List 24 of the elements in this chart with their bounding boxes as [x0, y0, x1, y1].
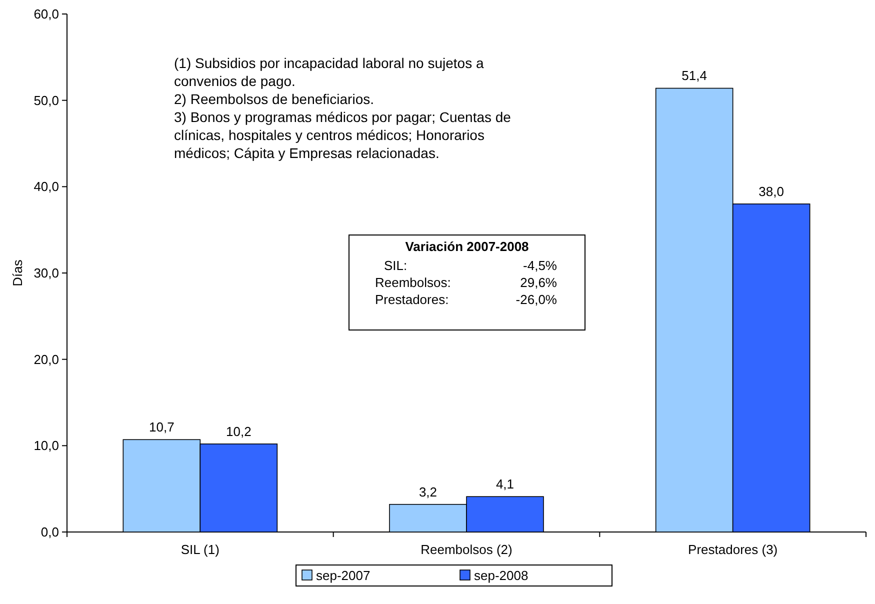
x-tick-label: SIL (1): [180, 542, 220, 557]
y-tick-label: 30,0: [34, 266, 59, 280]
y-tick-label: 60,0: [34, 6, 59, 22]
y-tick-label: 40,0: [34, 179, 59, 194]
y-tick-label: 0,0: [40, 524, 59, 540]
annotation: 2) Reembolsos de beneficiarios.: [174, 91, 374, 107]
annotation: Variación 2007-2008: [405, 239, 529, 254]
y-tick-label: 10,0: [34, 438, 59, 454]
y-tick-label: 50,0: [34, 92, 59, 108]
legend-label: sep-2007: [316, 568, 370, 583]
data-label: 10,2: [226, 424, 252, 439]
x-tick-label: Reembolsos (2): [420, 542, 512, 557]
legend-label: sep-2008: [474, 568, 528, 583]
y-axis-title: Días: [10, 259, 25, 286]
x-tick-label: Prestadores (3): [688, 542, 778, 557]
data-label: 10,7: [149, 420, 174, 435]
data-label: 38,0: [758, 184, 784, 199]
data-label: 4,1: [496, 476, 514, 492]
text-box: Variación 2007-2008 SIL: -4,5% Reembolsos: 29,6% Prestadores: -26,0%: [348, 234, 586, 330]
annotation: (1) Subsidios por incapacidad laboral no sujetos a convenios de pago.: [174, 55, 484, 89]
data-label: 51,4: [682, 68, 707, 84]
annotation: 3) Bonos y programas médicos por pagar; Cuentas de clínicas, hospitales y centros médicos; Honorarios médicos; Cápita y Empresas relacionadas.: [174, 109, 512, 161]
y-tick-label: 20,0: [34, 352, 59, 367]
data-label: 3,2: [418, 484, 438, 500]
